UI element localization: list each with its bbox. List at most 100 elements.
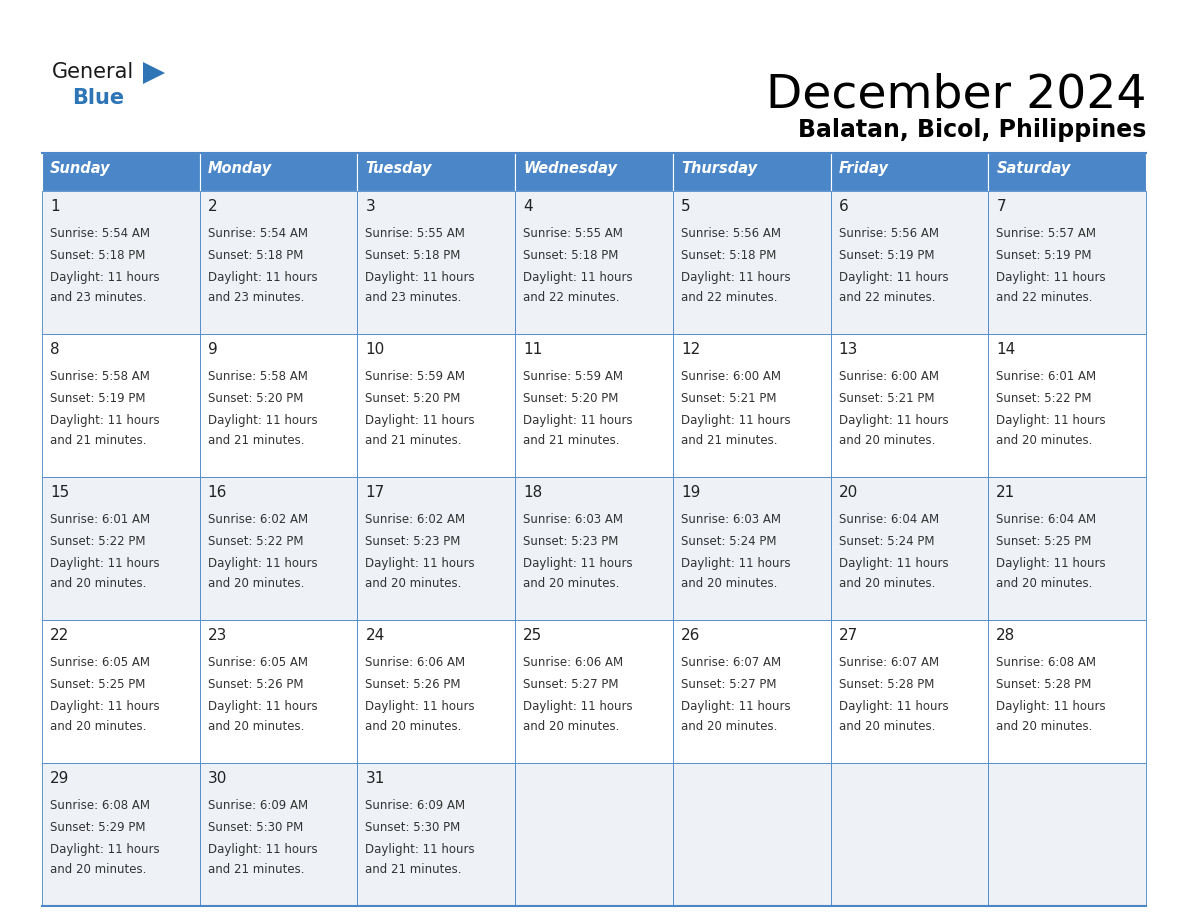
Text: and 20 minutes.: and 20 minutes. bbox=[50, 577, 146, 590]
Text: 28: 28 bbox=[997, 628, 1016, 643]
Text: Sunset: 5:22 PM: Sunset: 5:22 PM bbox=[997, 392, 1092, 405]
Text: 24: 24 bbox=[366, 628, 385, 643]
Text: Sunset: 5:21 PM: Sunset: 5:21 PM bbox=[681, 392, 776, 405]
Text: Monday: Monday bbox=[208, 161, 272, 176]
Text: Sunrise: 5:54 AM: Sunrise: 5:54 AM bbox=[50, 227, 150, 240]
Text: Sunset: 5:18 PM: Sunset: 5:18 PM bbox=[208, 249, 303, 262]
Text: and 21 minutes.: and 21 minutes. bbox=[50, 434, 146, 447]
Text: and 20 minutes.: and 20 minutes. bbox=[366, 720, 462, 733]
Text: Sunrise: 6:03 AM: Sunrise: 6:03 AM bbox=[681, 513, 781, 526]
Bar bbox=[516, 763, 672, 906]
Text: 6: 6 bbox=[839, 199, 848, 214]
Bar bbox=[672, 153, 830, 191]
Text: and 20 minutes.: and 20 minutes. bbox=[839, 577, 935, 590]
Text: Sunset: 5:25 PM: Sunset: 5:25 PM bbox=[997, 535, 1092, 548]
Text: Daylight: 11 hours: Daylight: 11 hours bbox=[208, 700, 317, 713]
Text: and 21 minutes.: and 21 minutes. bbox=[366, 863, 462, 876]
Bar bbox=[988, 620, 1146, 763]
Text: Sunrise: 5:55 AM: Sunrise: 5:55 AM bbox=[366, 227, 466, 240]
Text: 31: 31 bbox=[366, 771, 385, 786]
Text: Sunrise: 6:05 AM: Sunrise: 6:05 AM bbox=[208, 656, 308, 669]
Text: Sunset: 5:18 PM: Sunset: 5:18 PM bbox=[523, 249, 619, 262]
Text: Daylight: 11 hours: Daylight: 11 hours bbox=[997, 271, 1106, 284]
Text: and 20 minutes.: and 20 minutes. bbox=[839, 434, 935, 447]
Text: and 20 minutes.: and 20 minutes. bbox=[997, 720, 1093, 733]
Text: 18: 18 bbox=[523, 485, 543, 500]
Text: Sunset: 5:30 PM: Sunset: 5:30 PM bbox=[366, 821, 461, 834]
Text: and 20 minutes.: and 20 minutes. bbox=[366, 577, 462, 590]
Text: December 2024: December 2024 bbox=[765, 72, 1146, 117]
Bar bbox=[358, 620, 516, 763]
Bar bbox=[358, 477, 516, 620]
Text: Sunrise: 5:56 AM: Sunrise: 5:56 AM bbox=[839, 227, 939, 240]
Bar bbox=[988, 334, 1146, 477]
Text: 1: 1 bbox=[50, 199, 59, 214]
Text: and 21 minutes.: and 21 minutes. bbox=[366, 434, 462, 447]
Text: Sunrise: 6:08 AM: Sunrise: 6:08 AM bbox=[997, 656, 1097, 669]
Bar bbox=[516, 477, 672, 620]
Text: Sunset: 5:27 PM: Sunset: 5:27 PM bbox=[681, 678, 776, 691]
Bar bbox=[200, 477, 358, 620]
Bar bbox=[200, 334, 358, 477]
Text: 14: 14 bbox=[997, 342, 1016, 357]
Text: Daylight: 11 hours: Daylight: 11 hours bbox=[523, 557, 633, 570]
Text: Sunset: 5:19 PM: Sunset: 5:19 PM bbox=[50, 392, 145, 405]
Text: Sunrise: 6:04 AM: Sunrise: 6:04 AM bbox=[839, 513, 939, 526]
Text: Sunset: 5:22 PM: Sunset: 5:22 PM bbox=[50, 535, 145, 548]
Text: Daylight: 11 hours: Daylight: 11 hours bbox=[208, 414, 317, 427]
Text: 21: 21 bbox=[997, 485, 1016, 500]
Text: Daylight: 11 hours: Daylight: 11 hours bbox=[50, 271, 159, 284]
Text: Sunset: 5:29 PM: Sunset: 5:29 PM bbox=[50, 821, 145, 834]
Text: and 20 minutes.: and 20 minutes. bbox=[208, 720, 304, 733]
Text: 7: 7 bbox=[997, 199, 1006, 214]
Text: Sunset: 5:28 PM: Sunset: 5:28 PM bbox=[839, 678, 934, 691]
Text: Daylight: 11 hours: Daylight: 11 hours bbox=[681, 557, 790, 570]
Text: and 23 minutes.: and 23 minutes. bbox=[208, 291, 304, 304]
Text: and 21 minutes.: and 21 minutes. bbox=[681, 434, 777, 447]
Bar bbox=[42, 477, 200, 620]
Text: Daylight: 11 hours: Daylight: 11 hours bbox=[839, 414, 948, 427]
Text: 5: 5 bbox=[681, 199, 690, 214]
Bar bbox=[830, 620, 988, 763]
Text: Sunset: 5:20 PM: Sunset: 5:20 PM bbox=[208, 392, 303, 405]
Bar bbox=[672, 334, 830, 477]
Text: 26: 26 bbox=[681, 628, 700, 643]
Text: 2: 2 bbox=[208, 199, 217, 214]
Text: 30: 30 bbox=[208, 771, 227, 786]
Text: and 20 minutes.: and 20 minutes. bbox=[208, 577, 304, 590]
Text: General: General bbox=[52, 62, 134, 82]
Text: Sunset: 5:26 PM: Sunset: 5:26 PM bbox=[208, 678, 303, 691]
Text: Sunrise: 6:00 AM: Sunrise: 6:00 AM bbox=[681, 370, 781, 383]
Text: Daylight: 11 hours: Daylight: 11 hours bbox=[366, 843, 475, 856]
Text: Sunrise: 5:54 AM: Sunrise: 5:54 AM bbox=[208, 227, 308, 240]
Text: Blue: Blue bbox=[72, 88, 124, 108]
Text: Daylight: 11 hours: Daylight: 11 hours bbox=[681, 271, 790, 284]
Bar bbox=[672, 477, 830, 620]
Bar bbox=[672, 763, 830, 906]
Text: Tuesday: Tuesday bbox=[366, 161, 432, 176]
Text: Daylight: 11 hours: Daylight: 11 hours bbox=[208, 557, 317, 570]
Text: and 20 minutes.: and 20 minutes. bbox=[50, 720, 146, 733]
Text: 20: 20 bbox=[839, 485, 858, 500]
Text: Daylight: 11 hours: Daylight: 11 hours bbox=[839, 557, 948, 570]
Text: Sunset: 5:25 PM: Sunset: 5:25 PM bbox=[50, 678, 145, 691]
Text: 13: 13 bbox=[839, 342, 858, 357]
Text: Sunset: 5:20 PM: Sunset: 5:20 PM bbox=[523, 392, 619, 405]
Text: and 21 minutes.: and 21 minutes. bbox=[208, 434, 304, 447]
Text: Sunrise: 6:06 AM: Sunrise: 6:06 AM bbox=[366, 656, 466, 669]
Text: Daylight: 11 hours: Daylight: 11 hours bbox=[523, 271, 633, 284]
Bar bbox=[988, 763, 1146, 906]
Text: Daylight: 11 hours: Daylight: 11 hours bbox=[839, 700, 948, 713]
Bar bbox=[516, 153, 672, 191]
Text: 15: 15 bbox=[50, 485, 69, 500]
Text: Sunrise: 6:04 AM: Sunrise: 6:04 AM bbox=[997, 513, 1097, 526]
Text: 17: 17 bbox=[366, 485, 385, 500]
Bar bbox=[830, 763, 988, 906]
Text: Sunset: 5:30 PM: Sunset: 5:30 PM bbox=[208, 821, 303, 834]
Bar bbox=[516, 620, 672, 763]
Text: Sunrise: 6:09 AM: Sunrise: 6:09 AM bbox=[366, 799, 466, 812]
Text: Sunset: 5:19 PM: Sunset: 5:19 PM bbox=[997, 249, 1092, 262]
Text: 10: 10 bbox=[366, 342, 385, 357]
Text: Sunset: 5:18 PM: Sunset: 5:18 PM bbox=[366, 249, 461, 262]
Text: and 23 minutes.: and 23 minutes. bbox=[366, 291, 462, 304]
